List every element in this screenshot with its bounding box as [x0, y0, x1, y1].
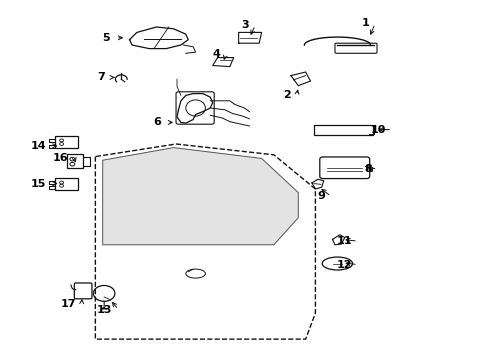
Text: 15: 15	[31, 179, 46, 189]
Bar	[55, 136, 78, 148]
Text: 5: 5	[102, 33, 110, 43]
Bar	[67, 154, 83, 168]
Text: 4: 4	[212, 49, 220, 59]
Text: 6: 6	[153, 117, 161, 127]
Text: 16: 16	[53, 153, 68, 163]
Polygon shape	[102, 148, 298, 245]
Text: 8: 8	[363, 164, 371, 174]
Text: 3: 3	[241, 20, 249, 30]
Text: 9: 9	[317, 191, 325, 201]
Text: 11: 11	[336, 236, 351, 246]
Bar	[55, 178, 78, 190]
Text: 10: 10	[370, 125, 386, 135]
Text: 17: 17	[60, 299, 76, 309]
Bar	[366, 167, 371, 171]
Text: 12: 12	[336, 260, 351, 270]
Text: 2: 2	[283, 90, 290, 100]
Text: 1: 1	[361, 18, 368, 28]
Text: 14: 14	[31, 141, 46, 151]
Text: 7: 7	[97, 72, 105, 82]
Text: 13: 13	[97, 305, 112, 315]
